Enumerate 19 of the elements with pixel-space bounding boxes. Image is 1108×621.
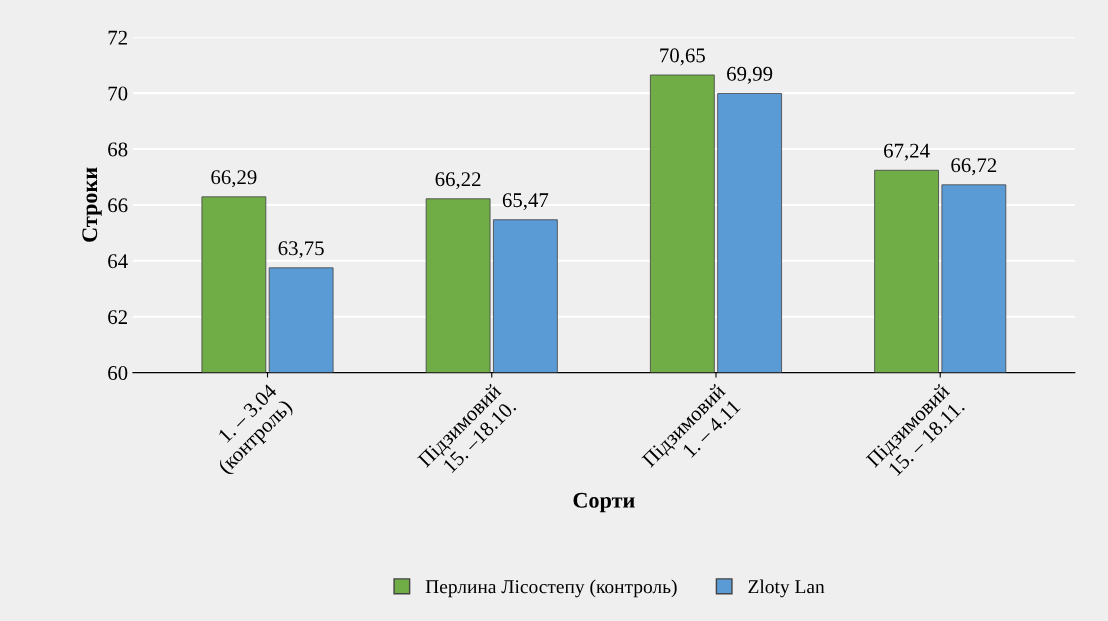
data-label: 65,47 — [502, 193, 549, 211]
y-tick-label: 66 — [108, 198, 128, 213]
y-tick-label: 72 — [108, 30, 127, 45]
y-tick-label: 68 — [108, 142, 128, 157]
data-label: 66,72 — [951, 158, 997, 176]
data-label: 66,29 — [211, 170, 257, 188]
data-label: 69,99 — [727, 66, 773, 84]
data-label: 67,24 — [884, 143, 930, 161]
data-label: 63,75 — [278, 241, 324, 259]
y-tick-label: 60 — [108, 365, 128, 381]
y-tick-label: 70 — [108, 86, 128, 101]
y-tick-label: 64 — [108, 254, 128, 269]
legend-label: Перлина Лісостепу (контроль) — [425, 579, 677, 598]
legend-label: Zloty Lan — [748, 579, 825, 598]
data-label: 66,22 — [435, 172, 481, 190]
x-axis-title: Сорти — [573, 492, 635, 513]
data-label: 70,65 — [660, 48, 705, 66]
y-axis-title: Строки — [82, 167, 102, 242]
y-tick-label: 62 — [108, 310, 127, 325]
